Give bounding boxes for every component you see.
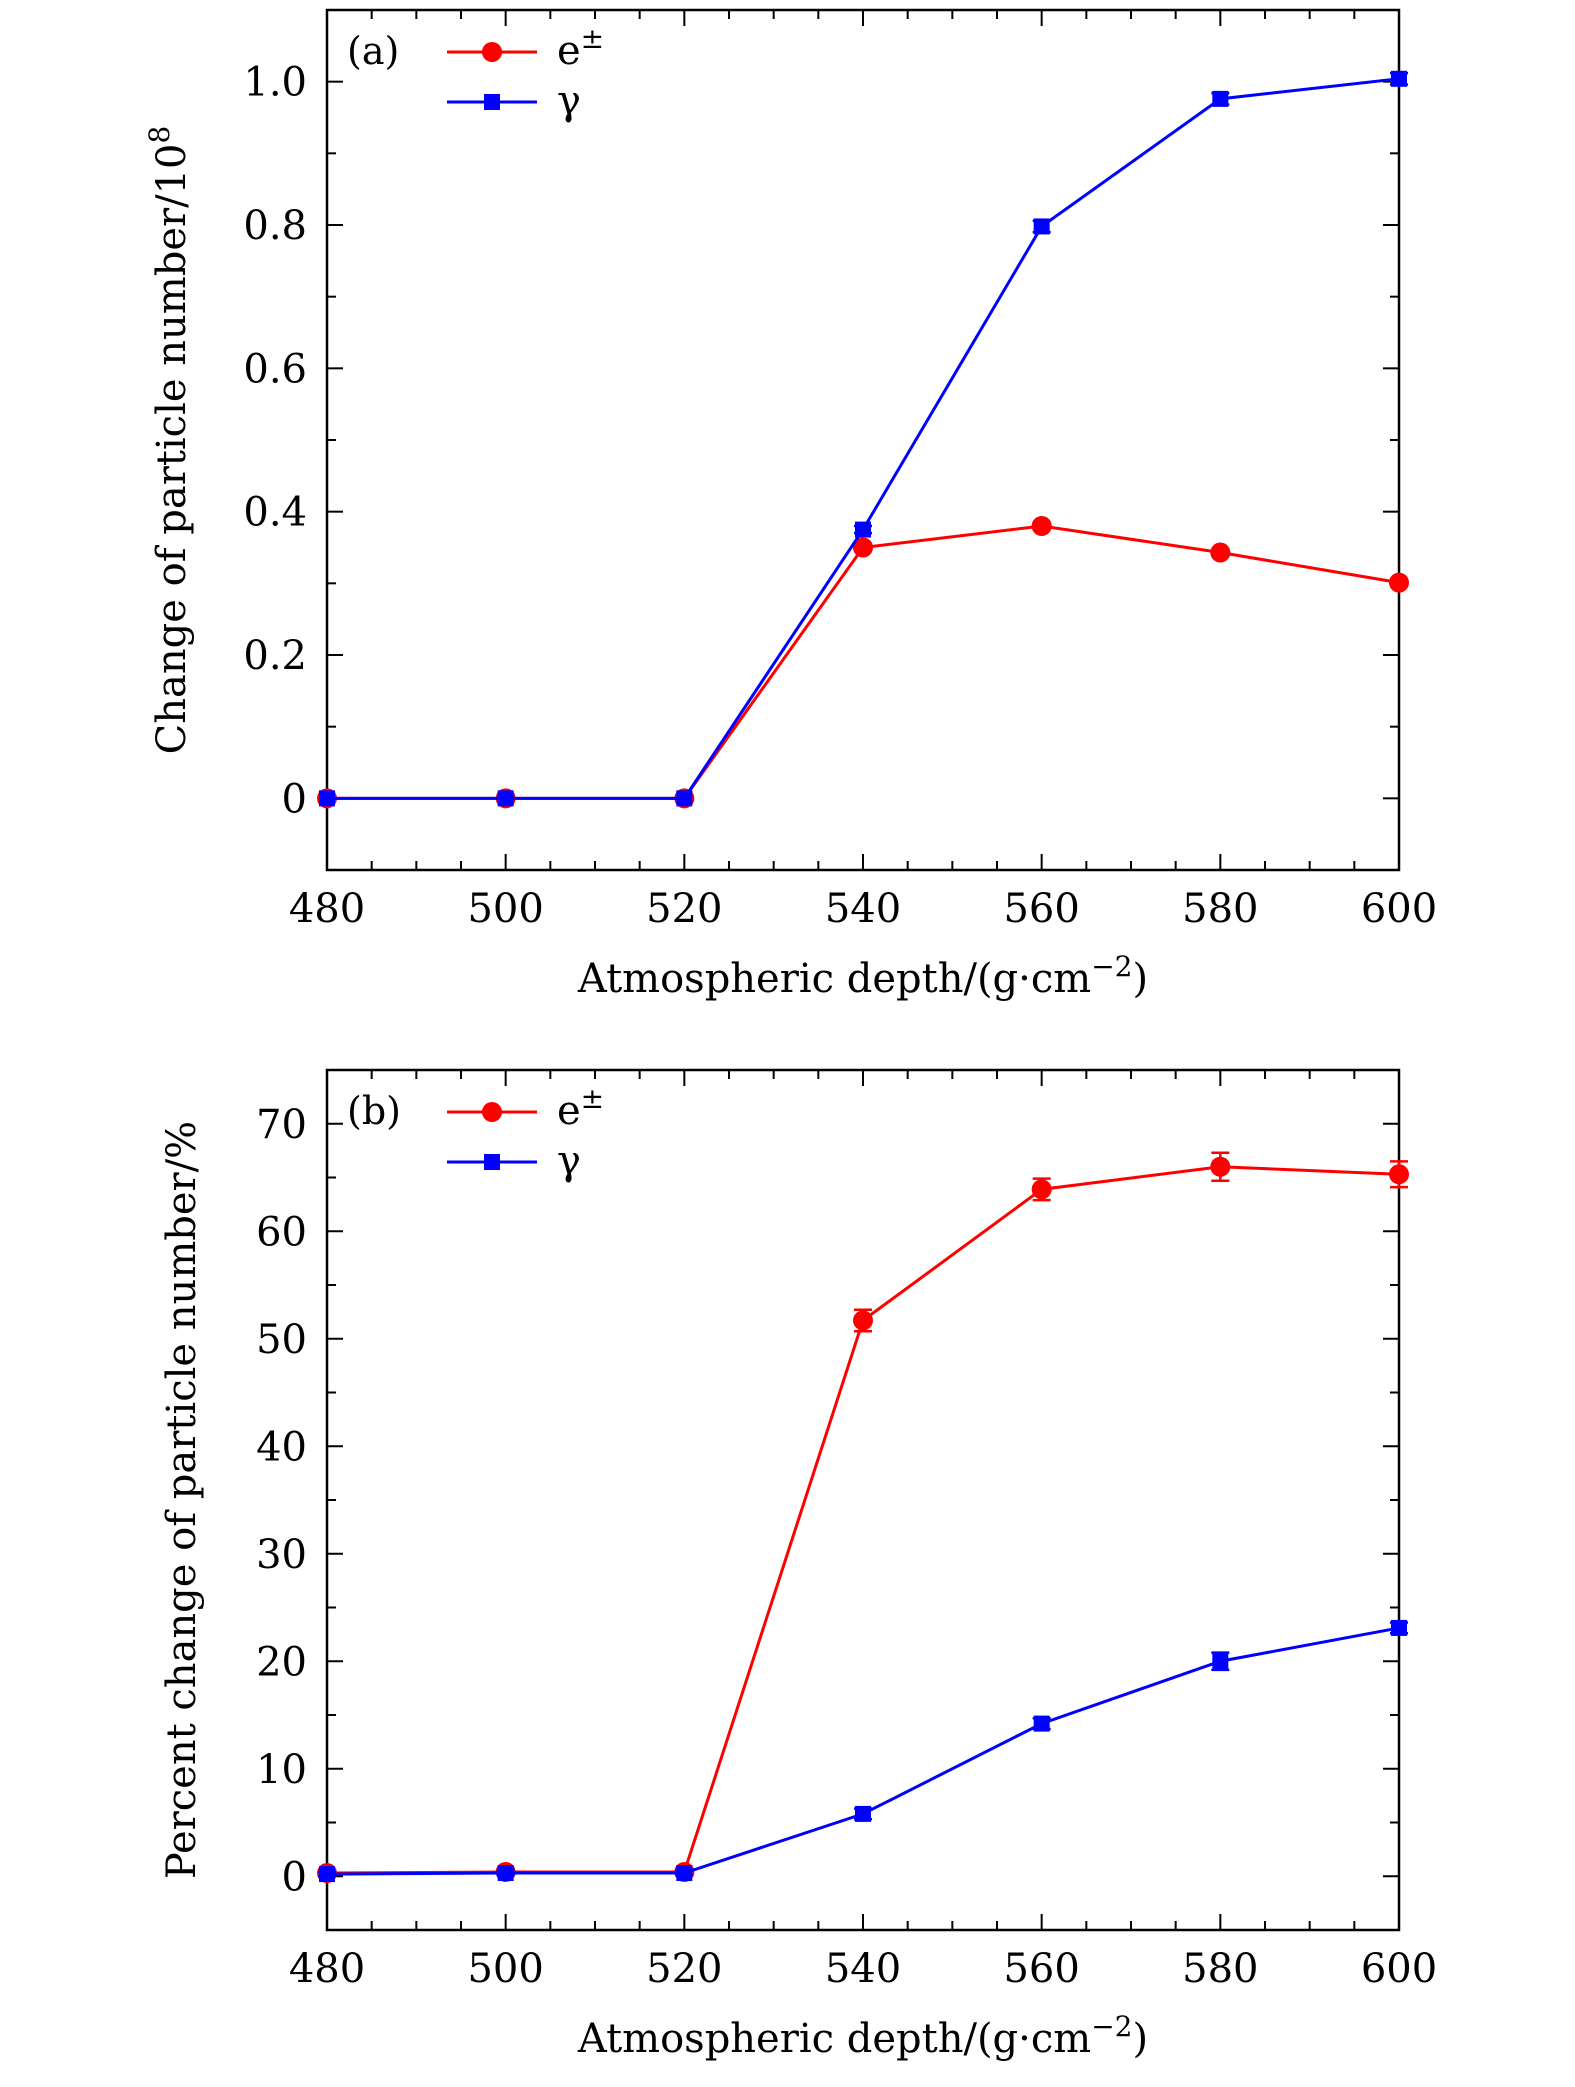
data-point-circle (853, 537, 873, 558)
legend-label-superscript: ± (581, 1082, 604, 1115)
x-tick-label: 480 (289, 1946, 365, 1992)
data-point-square (676, 1865, 693, 1882)
data-point-square (1391, 1619, 1407, 1636)
y-tick-label: 20 (256, 1639, 307, 1685)
x-axis-title-exponent: −2 (1091, 950, 1132, 983)
data-point-square (855, 521, 871, 538)
legend-label-text: e (557, 28, 581, 74)
data-point-circle (1389, 1164, 1409, 1185)
data-point-circle (1031, 1179, 1052, 1200)
y-axis-title-text: Percent change of particle number/% (159, 1121, 205, 1879)
legend-marker-square (484, 94, 500, 110)
legend-label: γ (557, 1138, 581, 1184)
legend-marker-square (484, 1154, 500, 1170)
legend-item-gamma: γ (447, 1138, 581, 1184)
y-tick-label: 0.6 (243, 346, 307, 392)
y-tick-label: 0.4 (243, 490, 307, 536)
data-point-square (1391, 70, 1407, 87)
panel-label: (b) (347, 1089, 401, 1133)
y-tick-label: 30 (256, 1532, 307, 1578)
y-tick-label: 60 (256, 1209, 307, 1255)
plot-frame (325, 1068, 1401, 1932)
data-point-square (319, 1866, 335, 1883)
y-tick-label: 10 (256, 1747, 307, 1793)
series-electron-positron (317, 1151, 1409, 1884)
x-tick-label: 580 (1182, 886, 1258, 932)
series-gamma (318, 1619, 1408, 1883)
legend: e±γ (447, 22, 604, 124)
chart-panel-a: 480 500 520 540 560 580 600 0 0.2 0.4 0.6 0.8 1.0 Atm… (143, 8, 1437, 1002)
x-axis-title-text: Atmospheric depth/(g·cm (577, 2016, 1091, 2062)
y-axis-title: Percent change of particle number/% (159, 1121, 205, 1879)
series-line (326, 1626, 1400, 1876)
x-axis-title-exponent: −2 (1091, 2010, 1132, 2043)
data-point-square (1212, 90, 1229, 107)
y-tick-label: 0 (282, 776, 307, 822)
x-tick-label: 500 (467, 886, 543, 932)
data-point-square (1212, 1653, 1229, 1670)
y-tick-label: 50 (256, 1317, 307, 1363)
x-axis-title-close: ) (1133, 956, 1149, 1002)
data-point-square (497, 790, 514, 807)
x-tick-label: 560 (1003, 886, 1079, 932)
x-tick-label: 540 (825, 1946, 901, 1992)
series-line (327, 77, 1400, 800)
y-axis-title-text: Change of particle number/10 (149, 144, 195, 755)
y-tick-label: 1.0 (243, 60, 307, 106)
data-point-circle (1210, 1156, 1231, 1177)
data-point-circle (1389, 572, 1409, 593)
legend-label: e± (557, 22, 604, 74)
legend-label-text: γ (557, 78, 581, 124)
y-axis-title-exponent: 8 (143, 126, 176, 144)
y-tick-label: 0.8 (243, 203, 307, 249)
chart-panel-b: 480 500 520 540 560 580 600 0 10 20 30 40 50 60 70 Atmo… (159, 1068, 1437, 2062)
data-point-square (319, 790, 335, 807)
plot-frame (325, 8, 1401, 872)
y-tick-label: 40 (256, 1424, 307, 1470)
x-tick-label: 600 (1361, 886, 1437, 932)
data-point-square (497, 1865, 514, 1882)
data-point-circle (1210, 542, 1231, 563)
series-electron-positron (317, 516, 1409, 809)
data-point-square (1033, 1715, 1050, 1732)
x-tick-label: 540 (825, 886, 901, 932)
legend-marker-circle (482, 1102, 502, 1122)
legend-label: e± (557, 1082, 604, 1134)
x-tick-label: 520 (646, 886, 722, 932)
data-point-circle (853, 1310, 873, 1331)
x-axis-title: Atmospheric depth/(g·cm−2) (577, 950, 1148, 1002)
legend-marker-circle (482, 42, 502, 62)
x-tick-label: 520 (646, 1946, 722, 1992)
x-axis-title-close: ) (1133, 2016, 1149, 2062)
legend-item-gamma: γ (447, 78, 581, 124)
y-tick-label: 0 (282, 1854, 307, 1900)
x-tick-label: 480 (289, 886, 365, 932)
legend-label-text: e (557, 1088, 581, 1134)
legend-label-superscript: ± (581, 22, 604, 55)
data-point-square (855, 1805, 871, 1822)
legend: e±γ (447, 1082, 604, 1184)
panel-label: (a) (347, 29, 399, 73)
x-tick-label: 560 (1003, 1946, 1079, 1992)
x-tick-label: 500 (467, 1946, 543, 1992)
x-tick-label: 600 (1361, 1946, 1437, 1992)
x-axis-title: Atmospheric depth/(g·cm−2) (577, 2010, 1148, 2062)
series-line (326, 1165, 1400, 1875)
data-point-square (1033, 218, 1050, 235)
data-point-circle (1031, 516, 1052, 536)
legend-label-text: γ (557, 1138, 581, 1184)
x-axis-title-text: Atmospheric depth/(g·cm (577, 956, 1091, 1002)
x-tick-label: 580 (1182, 1946, 1258, 1992)
legend-item-electron-positron: e± (447, 1082, 604, 1134)
series-line (327, 524, 1400, 800)
series-gamma (319, 70, 1408, 807)
y-axis-title: Change of particle number/108 (143, 126, 195, 755)
legend-item-electron-positron: e± (447, 22, 604, 74)
data-point-square (676, 790, 693, 807)
y-tick-label: 0.2 (243, 633, 307, 679)
y-tick-label: 70 (256, 1102, 307, 1148)
legend-label: γ (557, 78, 581, 124)
